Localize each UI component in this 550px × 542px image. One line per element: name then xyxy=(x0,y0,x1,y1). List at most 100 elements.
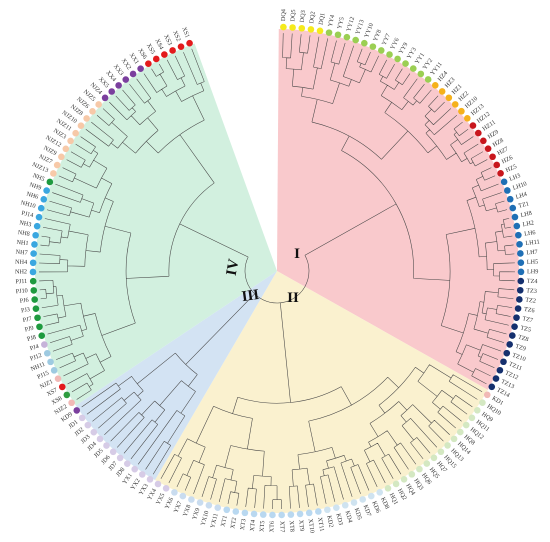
leaf-label: TZ8 xyxy=(517,334,529,344)
leaf-marker xyxy=(84,421,92,429)
leaf-label: XT10 xyxy=(307,518,316,533)
leaf-label: XT2 xyxy=(229,517,238,529)
clade-sector-I xyxy=(277,29,520,390)
leaf-marker xyxy=(493,161,501,169)
leaf-marker xyxy=(333,504,340,511)
leaf-marker xyxy=(423,460,431,467)
leaf-marker xyxy=(30,250,37,257)
leaf-label: TZ5 xyxy=(520,325,532,334)
leaf-marker xyxy=(497,170,504,177)
leaf-label: HZ9 xyxy=(487,129,500,141)
leaf-marker xyxy=(72,129,79,137)
leaf-marker xyxy=(402,60,409,67)
leaf-marker xyxy=(101,94,109,102)
leaf-marker xyxy=(352,36,359,44)
leaf-label: PJ4 xyxy=(29,343,40,352)
leaf-marker xyxy=(361,39,368,47)
leaf-marker xyxy=(517,259,525,266)
leaf-label: JD4 xyxy=(86,440,98,452)
leaf-marker xyxy=(367,492,375,500)
leaf-label: YX8 xyxy=(182,504,193,518)
leaf-label: DQ1 xyxy=(318,12,327,25)
leaf-marker xyxy=(517,277,525,285)
leaf-marker xyxy=(392,480,400,488)
leaf-marker xyxy=(377,47,385,54)
leaf-marker xyxy=(287,511,295,518)
leaf-marker xyxy=(416,465,423,473)
leaf-marker xyxy=(78,414,86,422)
leaf-marker xyxy=(456,428,464,436)
leaf-marker xyxy=(179,492,187,500)
leaf-marker xyxy=(511,213,519,221)
leaf-marker xyxy=(325,29,333,36)
leaf-marker xyxy=(350,499,358,506)
leaf-marker xyxy=(462,421,470,429)
leaf-marker xyxy=(464,115,471,122)
leaf-label: NH4 xyxy=(15,259,27,266)
leaf-marker xyxy=(186,39,193,47)
leaf-marker xyxy=(458,107,465,115)
leaf-label: JD7 xyxy=(107,460,119,472)
leaf-label: KD6 xyxy=(370,500,381,514)
leaf-label: TZ7 xyxy=(522,315,534,324)
leaf-marker xyxy=(513,222,521,230)
clade-label-IV: IV xyxy=(224,258,243,277)
leaf-label: LH11 xyxy=(525,239,540,248)
leaf-marker xyxy=(504,187,511,194)
leaf-label: HZ5 xyxy=(505,163,518,174)
leaf-marker xyxy=(96,435,104,443)
leaf-marker xyxy=(33,222,41,230)
leaf-marker xyxy=(46,178,54,186)
leaf-marker xyxy=(298,24,306,32)
leaf-marker xyxy=(137,65,144,72)
leaf-label: PJ11 xyxy=(15,278,27,285)
leaf-label: XS4 xyxy=(153,38,164,51)
leaf-label: XT5 xyxy=(259,520,267,532)
leaf-marker xyxy=(437,448,445,456)
leaf-marker xyxy=(445,94,453,102)
leaf-marker xyxy=(232,508,240,515)
clade-sectors xyxy=(35,29,520,514)
leaf-marker xyxy=(475,129,482,137)
leaf-marker xyxy=(38,332,46,339)
leaf-label: NH9 xyxy=(28,181,42,192)
leaf-marker xyxy=(43,349,51,357)
leaf-label: TZ1 xyxy=(518,200,530,210)
leaf-marker xyxy=(63,391,71,399)
leaf-marker xyxy=(188,496,195,503)
leaf-marker xyxy=(516,240,523,248)
leaf-label: KD4 xyxy=(344,510,354,524)
leaf-marker xyxy=(90,428,98,436)
leaf-label: YX11 xyxy=(209,513,219,529)
leaf-marker xyxy=(108,88,116,95)
leaf-marker xyxy=(36,323,43,331)
leaf-marker xyxy=(53,161,61,169)
leaf-label: LH6 xyxy=(524,229,536,238)
leaf-marker xyxy=(73,407,81,414)
leaf-marker xyxy=(516,296,523,303)
leaf-marker xyxy=(145,60,152,67)
leaf-label: XS8 xyxy=(50,395,63,407)
clade-label-II: II xyxy=(287,290,299,306)
leaf-label: LH9 xyxy=(527,268,538,275)
leaf-label: NH2 xyxy=(15,268,27,275)
leaf-marker xyxy=(506,341,513,348)
leaf-label: YY5 xyxy=(336,16,346,29)
leaf-marker xyxy=(138,471,146,478)
leaf-marker xyxy=(83,115,90,122)
clade-label-III: III xyxy=(241,287,261,305)
leaf-marker xyxy=(517,268,525,276)
leaf-marker xyxy=(408,471,416,478)
leaf-label: XS1 xyxy=(180,26,190,39)
leaf-marker xyxy=(394,55,401,63)
leaf-label: HZ8 xyxy=(492,137,505,149)
leaf-marker xyxy=(50,367,58,374)
leaf-label: YX5 xyxy=(155,492,167,506)
leaf-marker xyxy=(146,476,154,483)
leaf-label: YX9 xyxy=(191,507,201,521)
leaf-label: HZ7 xyxy=(496,145,509,156)
leaf-label: PJ7 xyxy=(22,315,32,324)
leaf-label: PJ6 xyxy=(19,297,29,305)
leaf-label: LH7 xyxy=(526,249,538,257)
